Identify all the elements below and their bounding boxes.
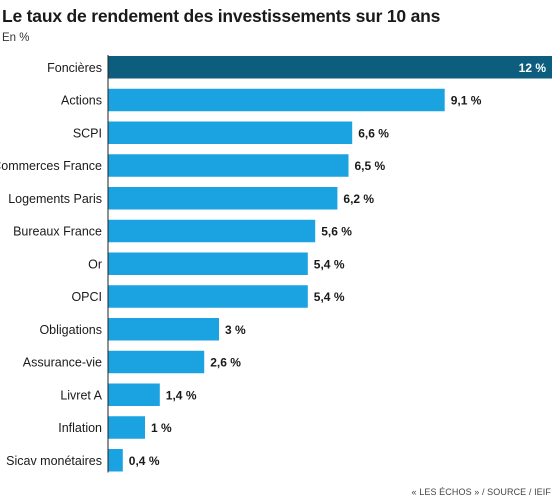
category-label: Commerces France — [0, 159, 102, 173]
category-label: Actions — [61, 94, 102, 108]
category-label: OPCI — [71, 290, 102, 304]
chart-subtitle: En % — [2, 32, 30, 44]
data-label: 6,6 % — [358, 126, 389, 140]
bar — [108, 416, 145, 439]
category-label: Inflation — [58, 421, 102, 435]
data-label: 9,1 % — [451, 94, 482, 108]
category-label: Assurance-vie — [23, 356, 102, 370]
data-label: 0,4 % — [129, 454, 160, 468]
category-label: Foncières — [47, 61, 102, 75]
data-label: 5,4 % — [314, 257, 345, 271]
category-label: Sicav monétaires — [6, 454, 102, 468]
category-label: Livret A — [60, 388, 102, 402]
data-label: 12 % — [519, 61, 547, 75]
data-label: 1,4 % — [166, 388, 197, 402]
category-label: Bureaux France — [13, 225, 102, 239]
category-label: Obligations — [39, 323, 102, 337]
category-label: SCPI — [73, 126, 102, 140]
category-label: Or — [88, 257, 102, 271]
data-label: 6,2 % — [343, 192, 374, 206]
data-label: 3 % — [225, 323, 246, 337]
bar — [108, 252, 308, 275]
data-label: 5,6 % — [321, 225, 352, 239]
bar — [108, 383, 160, 406]
bar — [108, 285, 308, 308]
bar — [108, 350, 205, 374]
data-label: 5,4 % — [314, 290, 345, 304]
bar — [108, 449, 123, 472]
data-label: 2,6 % — [210, 356, 241, 370]
bar — [108, 88, 445, 112]
bar — [108, 56, 552, 79]
data-label: 1 % — [151, 421, 172, 435]
source-credit: « LES ÉCHOS » / SOURCE / IEIF — [411, 487, 551, 497]
bar — [108, 121, 353, 144]
bar — [108, 154, 349, 177]
chart-title: Le taux de rendement des investissements… — [2, 6, 441, 26]
category-label: Logements Paris — [8, 192, 102, 206]
bar — [108, 187, 338, 210]
bar — [108, 318, 219, 341]
data-label: 6,5 % — [355, 159, 386, 173]
bar — [108, 219, 316, 243]
